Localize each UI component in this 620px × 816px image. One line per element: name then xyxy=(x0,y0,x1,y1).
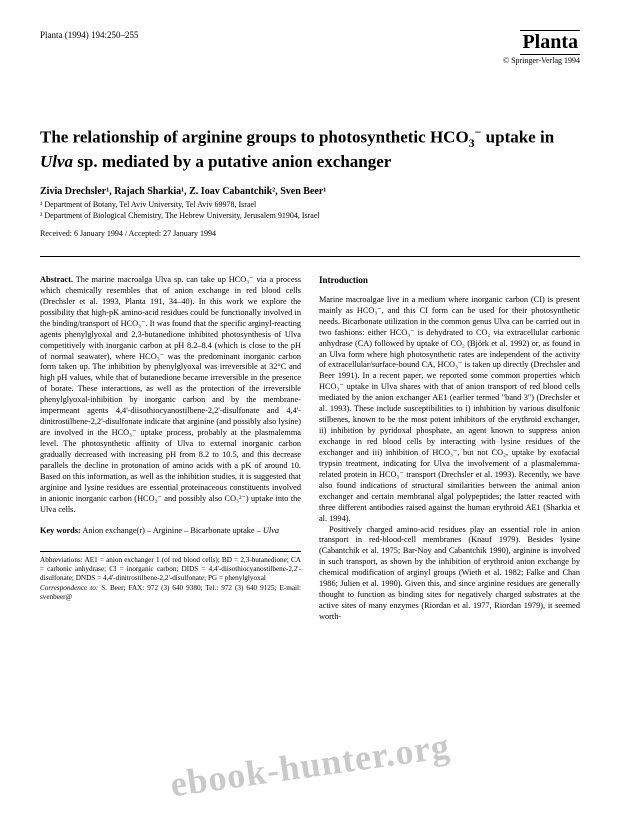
affiliation-1: ¹ Department of Botany, Tel Aviv Univers… xyxy=(40,200,580,210)
journal-block: Planta © Springer-Verlag 1994 xyxy=(503,30,580,65)
affiliation-2: ² Department of Biological Chemistry, Th… xyxy=(40,211,580,221)
abstract-text: The marine macroalga Ulva sp. can take u… xyxy=(40,275,301,514)
affiliations: ¹ Department of Botany, Tel Aviv Univers… xyxy=(40,200,580,221)
copyright-text: © Springer-Verlag 1994 xyxy=(503,56,580,65)
correspondence-label: Correspondence to: xyxy=(40,584,98,592)
abstract-label: Abstract. xyxy=(40,275,73,284)
separator-line xyxy=(40,256,580,257)
keywords-block: Key words: Anion exchange(r) – Arginine … xyxy=(40,526,301,537)
correspondence-line: Correspondence to: S. Beer; FAX: 972 (3)… xyxy=(40,584,301,603)
watermark-text: ebook-hunter.org xyxy=(168,725,453,806)
abbreviations-text: Abbreviations: AE1 = anion exchanger 1 (… xyxy=(40,556,301,584)
left-column: Abstract. The marine macroalga Ulva sp. … xyxy=(40,275,301,623)
right-column: Introduction Marine macroalgae live in a… xyxy=(319,275,580,623)
abstract-block: Abstract. The marine macroalga Ulva sp. … xyxy=(40,275,301,516)
footer-block: Abbreviations: AE1 = anion exchanger 1 (… xyxy=(40,551,301,603)
keywords-label: Key words: xyxy=(40,526,81,535)
dates-line: Received: 6 January 1994 / Accepted: 27 … xyxy=(40,229,580,238)
citation-text: Planta (1994) 194:250–255 xyxy=(40,30,139,40)
keywords-text: Anion exchange(r) – Arginine – Bicarbona… xyxy=(82,526,279,535)
introduction-text-p1: Marine macroalgae live in a medium where… xyxy=(319,295,580,525)
introduction-text-p2: Positively charged amino-acid residues p… xyxy=(319,525,580,623)
article-title: The relationship of arginine groups to p… xyxy=(40,125,580,172)
authors-line: Zivia Drechsler¹, Rajach Sharkia¹, Z. Io… xyxy=(40,186,580,197)
journal-name: Planta xyxy=(520,30,580,55)
introduction-heading: Introduction xyxy=(319,275,580,287)
